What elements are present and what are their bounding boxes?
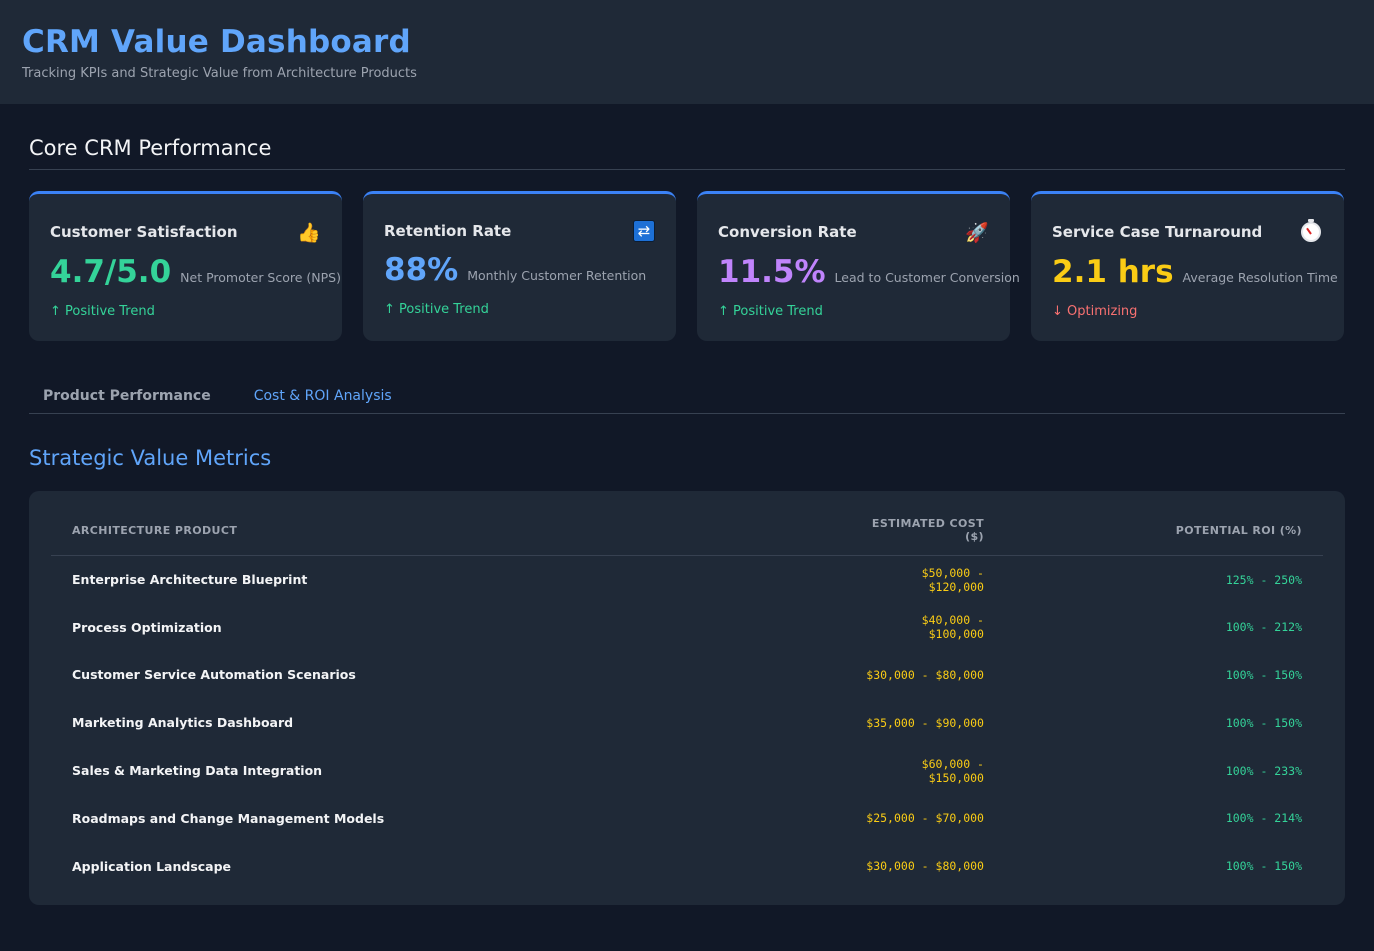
roi-cell: 100% - 150% bbox=[1225, 859, 1302, 874]
metrics-table: ARCHITECTURE PRODUCT ESTIMATED COST ($) … bbox=[51, 517, 1323, 890]
cost-cell: $35,000 - $90,000 bbox=[866, 715, 984, 730]
kpi-card-service-turnaround: Service Case Turnaround 2.1 hrs Average … bbox=[1031, 191, 1344, 341]
cost-cell: $50,000 - $120,000 bbox=[921, 565, 984, 594]
product-cell: Marketing Analytics Dashboard bbox=[72, 715, 294, 731]
cost-cell: $60,000 - $150,000 bbox=[921, 756, 984, 785]
product-cell: Application Landscape bbox=[72, 858, 232, 874]
product-cell: Process Optimization bbox=[72, 619, 222, 635]
kpi-description: Monthly Customer Retention bbox=[467, 268, 647, 283]
table-row: Roadmaps and Change Management Models $2… bbox=[51, 794, 1323, 842]
kpi-value: 4.7/5.0 bbox=[50, 254, 172, 290]
table-header-row: ARCHITECTURE PRODUCT ESTIMATED COST ($) … bbox=[51, 517, 1323, 556]
roi-cell: 100% - 212% bbox=[1225, 620, 1302, 635]
tab-product-performance[interactable]: Product Performance bbox=[43, 388, 211, 404]
stopwatch-icon bbox=[1301, 219, 1321, 242]
table-row: Sales & Marketing Data Integration $60,0… bbox=[51, 747, 1323, 795]
kpi-trend: ↑ Positive Trend bbox=[50, 304, 155, 319]
kpi-label: Conversion Rate bbox=[718, 223, 857, 241]
product-cell: Sales & Marketing Data Integration bbox=[72, 763, 323, 779]
kpi-card-retention-rate: Retention Rate ⇄ 88% Monthly Customer Re… bbox=[363, 191, 676, 341]
product-cell: Customer Service Automation Scenarios bbox=[72, 667, 356, 683]
thumbs-up-icon: 👍 bbox=[297, 221, 321, 244]
kpi-value: 11.5% bbox=[718, 254, 826, 290]
core-performance-heading: Core CRM Performance bbox=[29, 136, 1345, 170]
roi-cell: 100% - 150% bbox=[1225, 715, 1302, 730]
kpi-trend: ↓ Optimizing bbox=[1052, 304, 1138, 319]
kpi-card-conversion-rate: Conversion Rate 🚀 11.5% Lead to Customer… bbox=[697, 191, 1020, 341]
main-content: Core CRM Performance Customer Satisfacti… bbox=[0, 136, 1374, 905]
kpi-description: Net Promoter Score (NPS) bbox=[180, 270, 341, 285]
tab-cost-roi-analysis[interactable]: Cost & ROI Analysis bbox=[253, 388, 392, 404]
kpi-card-customer-satisfaction: Customer Satisfaction 👍 4.7/5.0 Net Prom… bbox=[29, 191, 342, 341]
kpi-label: Service Case Turnaround bbox=[1052, 223, 1263, 241]
cost-cell: $25,000 - $70,000 bbox=[866, 811, 984, 826]
cost-cell: $40,000 - $100,000 bbox=[921, 613, 984, 642]
rocket-icon: 🚀 bbox=[965, 221, 989, 244]
strategic-metrics-heading: Strategic Value Metrics bbox=[29, 446, 272, 470]
table-row: Enterprise Architecture Blueprint $50,00… bbox=[51, 556, 1323, 604]
kpi-trend: ↑ Positive Trend bbox=[384, 302, 489, 317]
column-header-product: ARCHITECTURE PRODUCT bbox=[51, 517, 840, 556]
column-header-roi: POTENTIAL ROI (%) bbox=[1004, 517, 1323, 556]
table-row: Process Optimization $40,000 - $100,000 … bbox=[51, 603, 1323, 651]
table-row: Customer Service Automation Scenarios $3… bbox=[51, 651, 1323, 699]
tab-bar: Product Performance Cost & ROI Analysis bbox=[29, 381, 1345, 414]
product-cell: Roadmaps and Change Management Models bbox=[72, 810, 385, 826]
cost-cell: $30,000 - $80,000 bbox=[866, 859, 984, 874]
product-cell: Enterprise Architecture Blueprint bbox=[72, 572, 308, 588]
page-title: CRM Value Dashboard bbox=[22, 24, 411, 60]
table-row: Marketing Analytics Dashboard $35,000 - … bbox=[51, 699, 1323, 747]
kpi-description: Lead to Customer Conversion bbox=[834, 270, 1020, 285]
kpi-label: Retention Rate bbox=[384, 222, 512, 240]
column-header-cost: ESTIMATED COST ($) bbox=[839, 517, 1005, 556]
kpi-value: 2.1 hrs bbox=[1052, 254, 1174, 290]
page-header: CRM Value Dashboard Tracking KPIs and St… bbox=[0, 0, 1374, 104]
roi-cell: 125% - 250% bbox=[1225, 572, 1302, 587]
refresh-icon: ⇄ bbox=[633, 220, 655, 242]
roi-cell: 100% - 214% bbox=[1225, 811, 1302, 826]
page-subtitle: Tracking KPIs and Strategic Value from A… bbox=[22, 66, 417, 81]
kpi-description: Average Resolution Time bbox=[1182, 270, 1338, 285]
cost-cell: $30,000 - $80,000 bbox=[866, 667, 984, 682]
kpi-trend: ↑ Positive Trend bbox=[718, 304, 823, 319]
roi-cell: 100% - 233% bbox=[1225, 763, 1302, 778]
table-row: Application Landscape $30,000 - $80,000 … bbox=[51, 842, 1323, 890]
kpi-label: Customer Satisfaction bbox=[50, 223, 238, 241]
kpi-row: Customer Satisfaction 👍 4.7/5.0 Net Prom… bbox=[29, 191, 1345, 341]
metrics-table-card: ARCHITECTURE PRODUCT ESTIMATED COST ($) … bbox=[29, 491, 1345, 905]
kpi-value: 88% bbox=[384, 252, 459, 288]
roi-cell: 100% - 150% bbox=[1225, 667, 1302, 682]
